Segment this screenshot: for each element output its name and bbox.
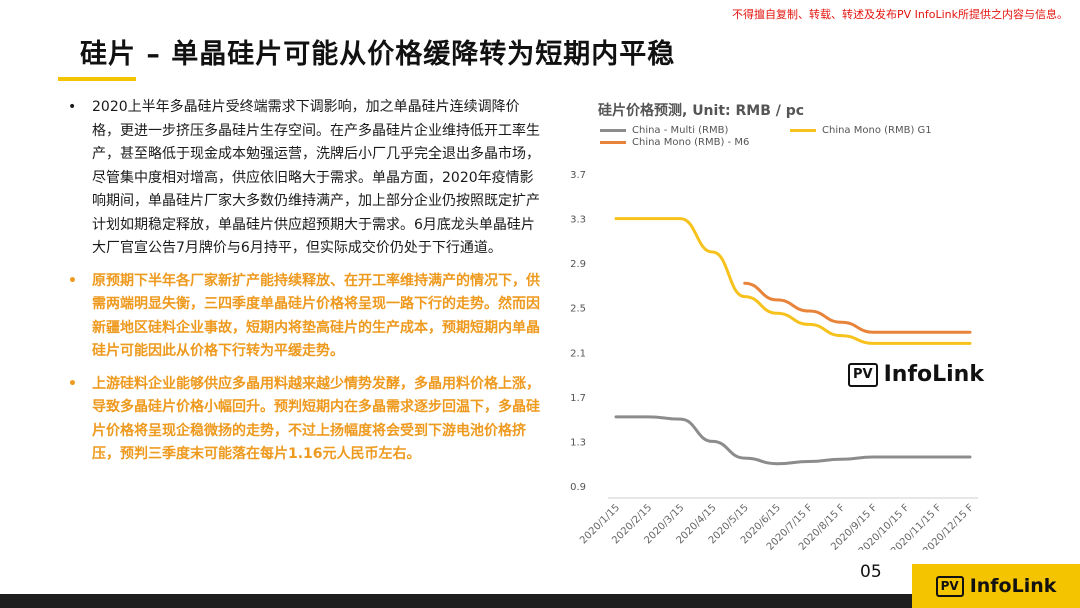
disclaimer: 不得擅自复制、转载、转述及发布PV InfoLink所提供之内容与信息。 (732, 8, 1068, 21)
pv-logo-badge: PV (935, 575, 964, 597)
legend-label: China Mono (RMB) - M6 (632, 137, 750, 148)
legend-swatch (790, 129, 816, 132)
legend-swatch (600, 141, 626, 144)
bullet-marker: • (68, 272, 77, 289)
legend-swatch (600, 129, 626, 132)
series-line-0 (614, 415, 972, 466)
legend-label: China - Multi (RMB) (632, 125, 729, 136)
legend-item-m6: China Mono (RMB) - M6 (600, 137, 749, 148)
y-tick-label: 1.3 (570, 437, 586, 448)
y-tick-label: 1.7 (570, 393, 586, 404)
footer-logo: PV InfoLink (912, 564, 1080, 608)
pv-logo-badge: PV (848, 362, 878, 387)
price-forecast-chart: 0.91.31.72.12.52.93.33.72020/1/152020/2/… (570, 170, 978, 550)
y-tick-label: 2.9 (570, 259, 586, 270)
legend-item-multi: China - Multi (RMB) (600, 125, 728, 136)
y-tick-label: 3.3 (570, 215, 586, 226)
bullet-text: 2020上半年多晶硅片受终端需求下调影响，加之单晶硅片连续调降价格，更进一步挤压… (92, 99, 540, 256)
chart-title: 硅片价格预测, Unit: RMB / pc (598, 103, 805, 119)
y-tick-label: 2.1 (570, 348, 586, 359)
legend-label: China Mono (RMB) G1 (822, 125, 932, 136)
page-number: 05 (860, 562, 882, 582)
bullet-list: • 2020上半年多晶硅片受终端需求下调影响，加之单晶硅片连续调降价格，更进一步… (64, 96, 544, 476)
bullet-text: 上游硅料企业能够供应多晶用料越来越少情势发酵，多晶用料价格上涨，导致多晶硅片价格… (92, 375, 540, 463)
bullet-item: • 2020上半年多晶硅片受终端需求下调影响，加之单晶硅片连续调降价格，更进一步… (64, 96, 544, 261)
logo-wordmark: InfoLink (883, 362, 984, 387)
legend-item-g1: China Mono (RMB) G1 (790, 125, 932, 136)
bullet-marker: • (68, 99, 77, 115)
bullet-text: 原预期下半年各厂家新扩产能持续释放、在开工率维持满产的情况下，供需两端明显失衡，… (92, 272, 540, 360)
logo-wordmark: InfoLink (969, 575, 1057, 597)
y-tick-label: 0.9 (570, 482, 586, 493)
bullet-item: • 原预期下半年各厂家新扩产能持续释放、在开工率维持满产的情况下，供需两端明显失… (64, 270, 544, 364)
footer-bar (0, 594, 1080, 608)
bullet-marker: • (68, 375, 77, 392)
series-line-2 (743, 281, 972, 334)
series-line-1 (614, 217, 972, 345)
infolink-logo: PV InfoLink (848, 362, 984, 387)
y-tick-label: 3.7 (570, 170, 586, 181)
bullet-item: • 上游硅料企业能够供应多晶用料越来越少情势发酵，多晶用料价格上涨，导致多晶硅片… (64, 373, 544, 467)
y-tick-label: 2.5 (570, 304, 586, 315)
page-title: 硅片 – 单晶硅片可能从价格缓降转为短期内平稳 (80, 39, 676, 70)
title-underline (58, 77, 136, 81)
